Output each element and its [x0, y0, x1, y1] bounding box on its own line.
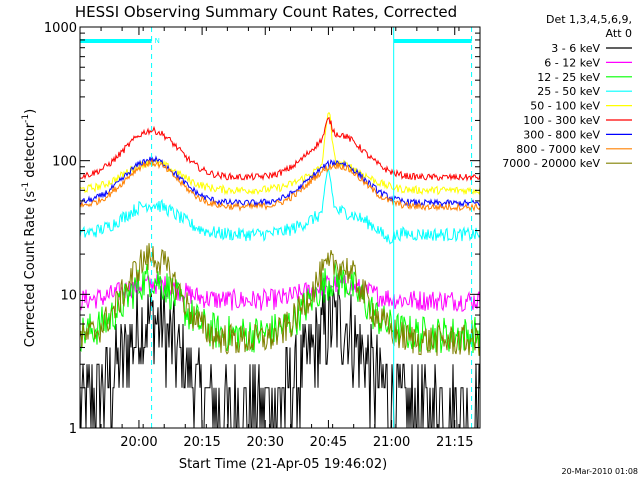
y-tick-label-0: 1 — [69, 422, 77, 437]
y-axis-label: Corrected Count Rate (s-1 detector-1) — [21, 109, 38, 347]
legend-label-3: 25 - 50 keV — [537, 85, 600, 98]
legend-label-0: 3 - 6 keV — [551, 42, 600, 55]
legend-label-4: 50 - 100 keV — [530, 100, 600, 113]
y-label-part1: Corrected Count Rate (s — [23, 191, 38, 348]
series-line-4 — [80, 111, 480, 196]
y-label-sup1: -1 — [21, 182, 31, 191]
y-label-part2: detector — [23, 122, 38, 182]
legend-label-5: 100 - 300 keV — [523, 114, 600, 127]
chart-title: HESSI Observing Summary Count Rates, Cor… — [75, 3, 457, 21]
series-line-2 — [80, 261, 480, 354]
series-line-6 — [80, 155, 480, 208]
series-line-5 — [80, 116, 480, 182]
series-line-3 — [80, 167, 480, 245]
y-tick-label-3: 1000 — [44, 21, 77, 36]
legend-label-7: 800 - 7000 keV — [516, 143, 600, 156]
flag-bar-1 — [393, 39, 472, 43]
axis-layer: 20:00 20:15 20:30 20:45 21:00 21:15 1 10 100 1000 — [44, 21, 481, 450]
y-label-sup2: -1 — [21, 114, 31, 123]
legend-header-line2: Att 0 — [606, 27, 632, 40]
plot-frame — [79, 26, 481, 429]
legend-label-1: 6 - 12 keV — [544, 56, 600, 69]
legend-label-6: 300 - 800 keV — [523, 128, 600, 141]
x-tick-label-0: 20:00 — [120, 435, 157, 450]
x-tick-label-5: 21:15 — [436, 435, 473, 450]
legend-label-8: 7000 - 20000 keV — [502, 157, 600, 170]
series-layer — [80, 111, 480, 428]
legend-header-line1: Det 1,3,4,5,6,9, — [546, 13, 632, 26]
y-tick-label-2: 100 — [52, 155, 77, 170]
y-tick-label-1: 10 — [60, 288, 77, 303]
y-label-part3: ) — [23, 109, 38, 114]
x-tick-label-4: 21:00 — [373, 435, 410, 450]
series-line-1 — [80, 272, 480, 312]
series-line-8 — [80, 243, 480, 356]
x-axis-label: Start Time (21-Apr-05 19:46:02) — [179, 457, 387, 472]
x-tick-label-3: 20:45 — [310, 435, 347, 450]
x-tick-label-1: 20:15 — [183, 435, 220, 450]
legend-label-2: 12 - 25 keV — [537, 71, 600, 84]
flag-bar-0 — [80, 39, 152, 43]
series-line-0 — [80, 283, 480, 428]
series-line-7 — [80, 158, 480, 212]
marker-layer: N — [80, 27, 473, 428]
x-tick-label-2: 20:30 — [247, 435, 284, 450]
flag-label: N — [155, 37, 160, 45]
timestamp: 20-Mar-2010 01:08 — [562, 467, 639, 476]
